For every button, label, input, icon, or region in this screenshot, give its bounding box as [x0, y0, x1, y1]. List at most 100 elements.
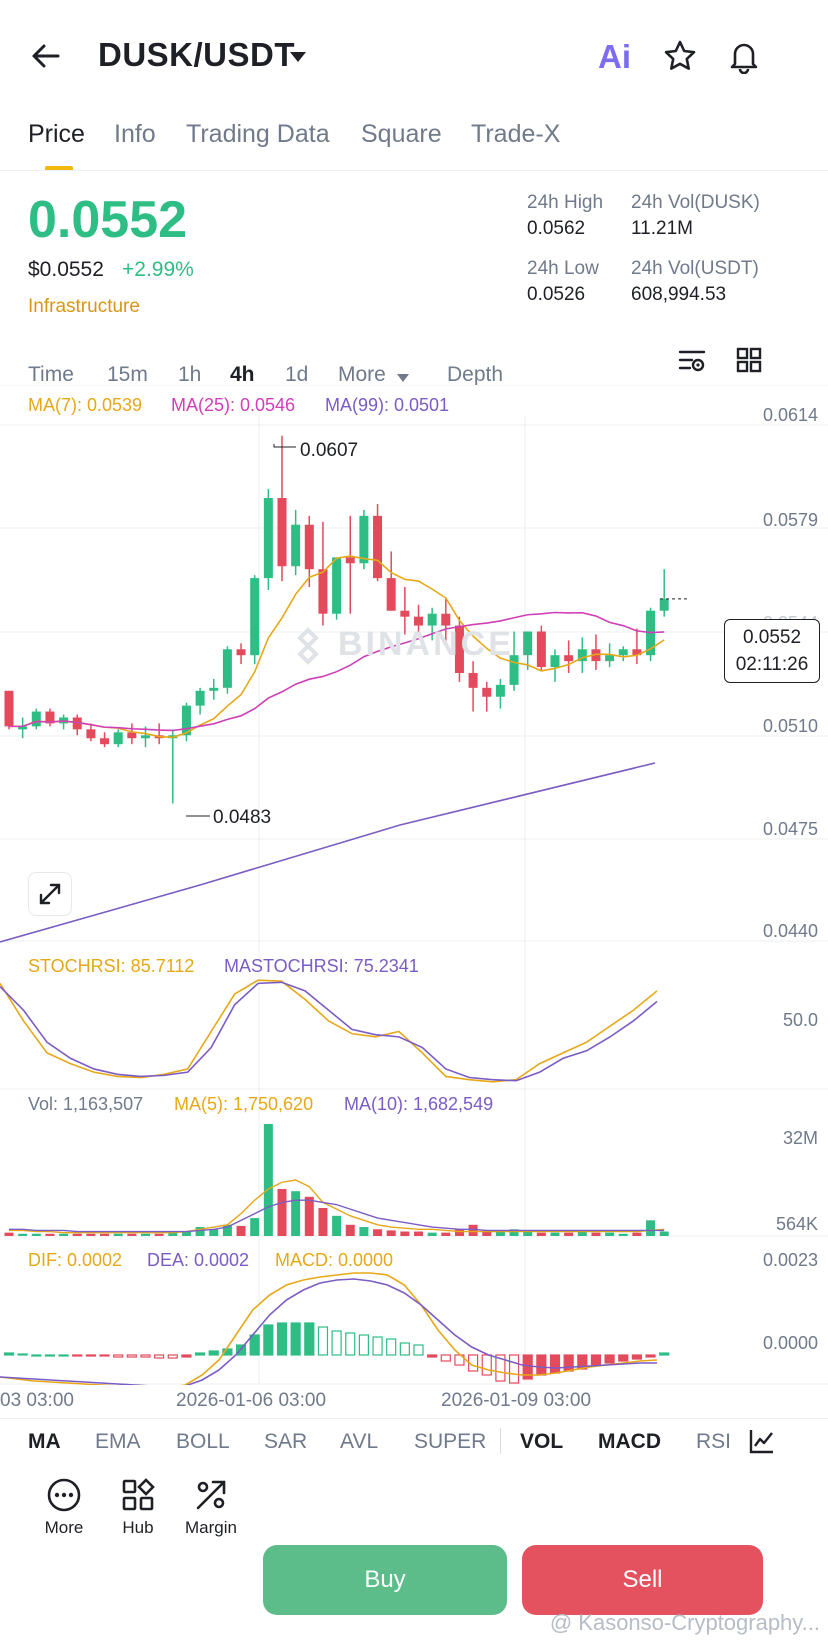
indicator-tab-rsi[interactable]: RSI [696, 1430, 732, 1453]
candlestick-chart[interactable] [0, 385, 828, 1385]
vol-ma10-line [9, 1199, 665, 1233]
tab-square[interactable]: Square [361, 120, 442, 148]
current-price-box-countdown: 02:11:26 [735, 654, 809, 675]
indicator-tab-boll[interactable]: BOLL [176, 1430, 230, 1453]
volume-bar [86, 1233, 96, 1236]
macd-bar [276, 1322, 288, 1356]
candle-body [100, 738, 110, 745]
macd-bar [167, 1354, 178, 1359]
volume-bar [31, 1233, 41, 1236]
high-leader [273, 444, 296, 448]
candle-body [550, 655, 560, 668]
tf-15m[interactable]: 15m [107, 363, 148, 386]
stochrsi-label: STOCHRSI: 85.7112 [28, 956, 195, 976]
indicator-tab-sar[interactable]: SAR [264, 1430, 308, 1453]
volume-bar [482, 1230, 492, 1236]
candle-body [209, 687, 219, 691]
tf-4h[interactable]: 4h [230, 363, 255, 386]
macd-bar [372, 1336, 383, 1356]
macd-bar [522, 1354, 533, 1380]
pair-title[interactable]: DUSK/USDT [98, 36, 296, 73]
expand-icon[interactable] [28, 872, 72, 916]
dropdown-caret-icon[interactable] [288, 50, 308, 69]
volume-bar [113, 1233, 123, 1236]
volume-bar [304, 1196, 314, 1236]
candle-body [181, 705, 191, 736]
indicator-tab-super[interactable]: SUPER [414, 1430, 487, 1453]
macd-bar [427, 1354, 438, 1358]
price-axis-label: 0.0475 [762, 819, 818, 839]
price-change: +2.99% [122, 258, 194, 281]
indicator-tab-ema[interactable]: EMA [95, 1430, 141, 1453]
star-icon[interactable] [662, 38, 698, 79]
tf-1h[interactable]: 1h [178, 363, 202, 386]
tab-info[interactable]: Info [114, 120, 156, 148]
price-axis-label: 0.0440 [762, 921, 818, 941]
dif-label: DIF: 0.0002 [28, 1250, 123, 1270]
indicator-tab-avl[interactable]: AVL [340, 1430, 379, 1453]
indicator-tab-vol[interactable]: VOL [520, 1430, 564, 1453]
volume-bar [523, 1231, 533, 1236]
tf-more[interactable]: More [338, 363, 386, 386]
volume-bar [454, 1229, 464, 1236]
macd-bar [549, 1354, 561, 1374]
volume-bar [195, 1227, 205, 1236]
tf-depth[interactable]: Depth [447, 363, 504, 386]
tf-time[interactable]: Time [28, 363, 74, 386]
tab-trade-x[interactable]: Trade-X [471, 120, 561, 148]
volume-bar [154, 1233, 164, 1236]
binance-watermark: BINANCE [338, 625, 514, 663]
sell-button[interactable]: Sell [522, 1545, 763, 1615]
footer-watermark: @ Kasonso-Cryptography... [549, 1610, 820, 1635]
volume-bar [495, 1231, 505, 1236]
candle-body [304, 524, 314, 570]
category-tag[interactable]: Infrastructure [28, 296, 140, 317]
dea-line [0, 1278, 657, 1385]
ai-icon[interactable]: Ai [598, 38, 631, 75]
vol-ma5-label: MA(5): 1,750,620 [174, 1094, 314, 1114]
indicator-tab-ma[interactable]: MA [28, 1430, 61, 1453]
hub-grid-icon[interactable] [120, 1477, 156, 1518]
tf-1d[interactable]: 1d [285, 363, 309, 386]
indicator-tab-macd[interactable]: MACD [598, 1430, 661, 1453]
volume-bar [646, 1220, 656, 1236]
macd-axis-top: 0.0023 [762, 1250, 818, 1270]
candle-body [536, 631, 546, 668]
macd-bar [85, 1354, 97, 1357]
volume-bar [577, 1231, 587, 1236]
candle-body [31, 711, 41, 727]
action-more-label[interactable]: More [44, 1518, 84, 1537]
tab-price[interactable]: Price [28, 120, 85, 148]
action-margin-label[interactable]: Margin [185, 1518, 237, 1537]
candle-body [509, 655, 519, 685]
buy-button[interactable]: Buy [263, 1545, 507, 1615]
margin-icon[interactable] [193, 1477, 229, 1518]
bell-icon[interactable] [726, 38, 762, 79]
candle-body [45, 711, 55, 724]
stochrsi-line [0, 979, 658, 1083]
volume-bar [141, 1233, 150, 1236]
macd-bar [618, 1354, 629, 1362]
candle-body [359, 515, 369, 564]
low-annotation: 0.0483 [213, 807, 272, 828]
dea-label: DEA: 0.0002 [147, 1250, 250, 1270]
volume-bar [591, 1232, 601, 1236]
macd-bar [495, 1354, 506, 1382]
volume-bar [222, 1224, 232, 1236]
vol-axis-top: 32M [782, 1128, 818, 1148]
ma7-label: MA(7): 0.0539 [28, 395, 143, 415]
layout-grid-icon[interactable] [736, 347, 762, 378]
volume-bar [250, 1218, 260, 1236]
macd-label: MACD: 0.0000 [275, 1250, 394, 1270]
indicator-settings-icon[interactable] [747, 1426, 777, 1461]
more-circle-icon[interactable] [46, 1477, 82, 1518]
vol-ma10-label: MA(10): 1,682,549 [344, 1094, 494, 1114]
chart-settings-icon[interactable] [678, 347, 706, 380]
macd-bar [590, 1354, 602, 1366]
high-value: 0.0562 [527, 218, 586, 239]
back-arrow-icon[interactable] [28, 38, 64, 74]
tab-trading-data[interactable]: Trading Data [186, 120, 330, 148]
action-hub-label[interactable]: Hub [122, 1518, 154, 1537]
more-caret-icon[interactable] [396, 370, 410, 388]
candle-body [113, 732, 123, 745]
